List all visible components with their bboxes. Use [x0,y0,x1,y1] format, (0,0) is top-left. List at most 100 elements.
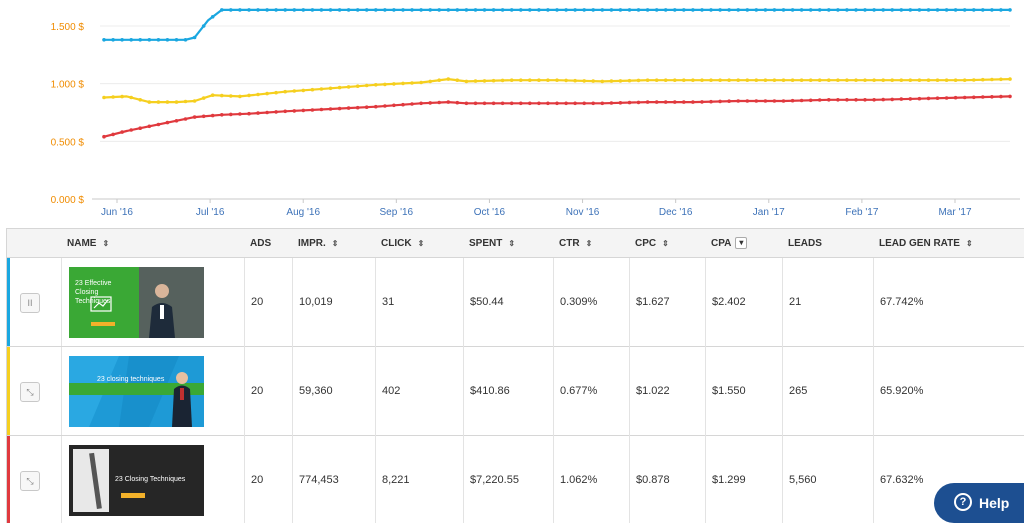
sort-icon[interactable]: ⇕ [102,239,110,248]
series-point-blue [102,38,106,42]
series-point-blue [582,8,586,12]
ad-thumbnail[interactable]: 23 Effective Closing Techniques [69,267,204,338]
series-point-yellow [627,78,632,83]
series-point-yellow [953,78,958,82]
expand-icon[interactable]: ⤡ [20,382,40,402]
series-point-red [247,111,251,116]
series-point-yellow [165,100,170,104]
series-point-yellow [718,78,722,82]
series-point-red [274,110,278,114]
series-point-blue [401,8,405,12]
series-point-yellow [609,79,614,83]
series-point-yellow [691,78,695,82]
series-point-red [220,113,224,117]
ad-thumbnail[interactable]: 23 closing techniques [69,356,204,427]
series-point-blue [473,8,478,12]
cell-ads: 20 [244,258,292,347]
table-row[interactable]: ⤡ 23 closing techniques 20 59,360 402 $4… [7,347,1024,436]
series-point-yellow [727,78,731,82]
cell-ctr: 1.062% [553,436,629,523]
header-cpc[interactable]: CPC ⇕ [629,229,669,259]
series-point-red [301,108,306,113]
series-point-yellow [428,79,433,84]
sort-icon[interactable]: ⇕ [585,239,593,248]
series-point-blue [392,8,396,12]
series-point-yellow [872,78,876,82]
series-point-blue [645,8,650,12]
series-point-yellow [301,88,306,93]
series-point-blue [383,8,387,12]
header-name[interactable]: NAME ⇕ [61,229,109,259]
series-point-red [981,95,985,99]
header-cpa-label: CPA [711,238,732,249]
series-point-red [537,101,541,106]
series-point-yellow [999,77,1003,82]
table-row[interactable]: ⤡ 23 Closing Techniques 20 774,453 8,221… [7,436,1024,523]
series-point-blue [944,8,949,12]
series-point-yellow [528,78,532,82]
series-point-red [754,99,759,103]
ad-thumbnail[interactable]: 23 Closing Techniques [69,445,204,516]
header-click[interactable]: CLICK ⇕ [375,229,424,259]
series-point-yellow [274,90,278,95]
header-ctr[interactable]: CTR ⇕ [553,229,592,259]
header-cpa[interactable]: CPA ▾ [705,229,748,259]
series-point-red [464,101,469,106]
series-point-red [727,99,731,103]
series-point-blue [310,8,315,12]
header-lead-gen-rate[interactable]: LEAD GEN RATE ⇕ [873,229,973,259]
chart-svg: 0.000 $ 0.500 $ 1.000 $ 1.500 $ Jun '16 Jul '… [51,8,1020,218]
series-point-blue [573,8,577,12]
table-row[interactable]: II 23 Effective Closing Techniques 20 10… [7,258,1024,347]
series-point-blue [781,8,786,12]
series-point-yellow [1008,77,1012,81]
sort-icon[interactable]: ⇕ [417,239,425,248]
series-point-red [799,98,804,103]
series-point-yellow [519,78,523,82]
cell-click: 8,221 [375,436,463,523]
series-point-blue [374,8,378,12]
cell-lead-gen-rate: 65.920% [873,347,1024,436]
series-point-yellow [129,95,133,100]
series-point-red [817,98,822,102]
series-point-red [745,99,750,103]
dropdown-icon[interactable]: ▾ [735,237,748,250]
header-spent[interactable]: SPENT ⇕ [463,229,515,259]
series-point-red [473,101,478,106]
pause-icon[interactable]: II [20,293,40,313]
series-point-blue [256,8,260,12]
sort-icon[interactable]: ⇕ [331,239,339,248]
expand-icon[interactable]: ⤡ [20,471,40,491]
series-point-yellow [355,84,360,88]
series-point-blue [908,8,913,12]
sort-icon[interactable]: ⇕ [508,239,516,248]
help-button[interactable]: ? Help [934,483,1024,523]
series-point-red [428,101,433,105]
series-point-blue [754,8,759,12]
ad-thumbnail-art [69,356,204,427]
row-color-accent [7,258,10,346]
row-control-cell: ⤡ [7,436,61,523]
series-point-red [419,101,423,106]
series-point-yellow [935,78,940,82]
header-ads-label: ADS [250,238,272,249]
series-point-blue [509,8,514,12]
sort-icon[interactable]: ⇕ [965,239,973,248]
series-point-red [836,98,840,102]
header-leads-label: LEADS [788,238,822,249]
sort-icon[interactable]: ⇕ [662,239,669,248]
series-point-red [528,101,532,106]
series-point-blue [419,8,423,12]
series-point-red [265,110,269,115]
campaign-table: NAME ⇕ ADS IMPR. ⇕ CLICK ⇕ SPENT ⇕ CTR ⇕ CPC ⇕… [6,228,1024,523]
series-point-yellow [645,78,650,82]
series-point-yellow [482,79,487,83]
row-color-accent [7,436,10,523]
series-point-red [962,95,967,100]
cell-cpc: $1.022 [629,347,705,436]
header-impr[interactable]: IMPR. ⇕ [292,229,338,259]
series-point-yellow [147,100,152,104]
cell-spent: $50.44 [463,258,553,347]
series-point-red [455,100,460,105]
series-point-blue [799,8,804,12]
